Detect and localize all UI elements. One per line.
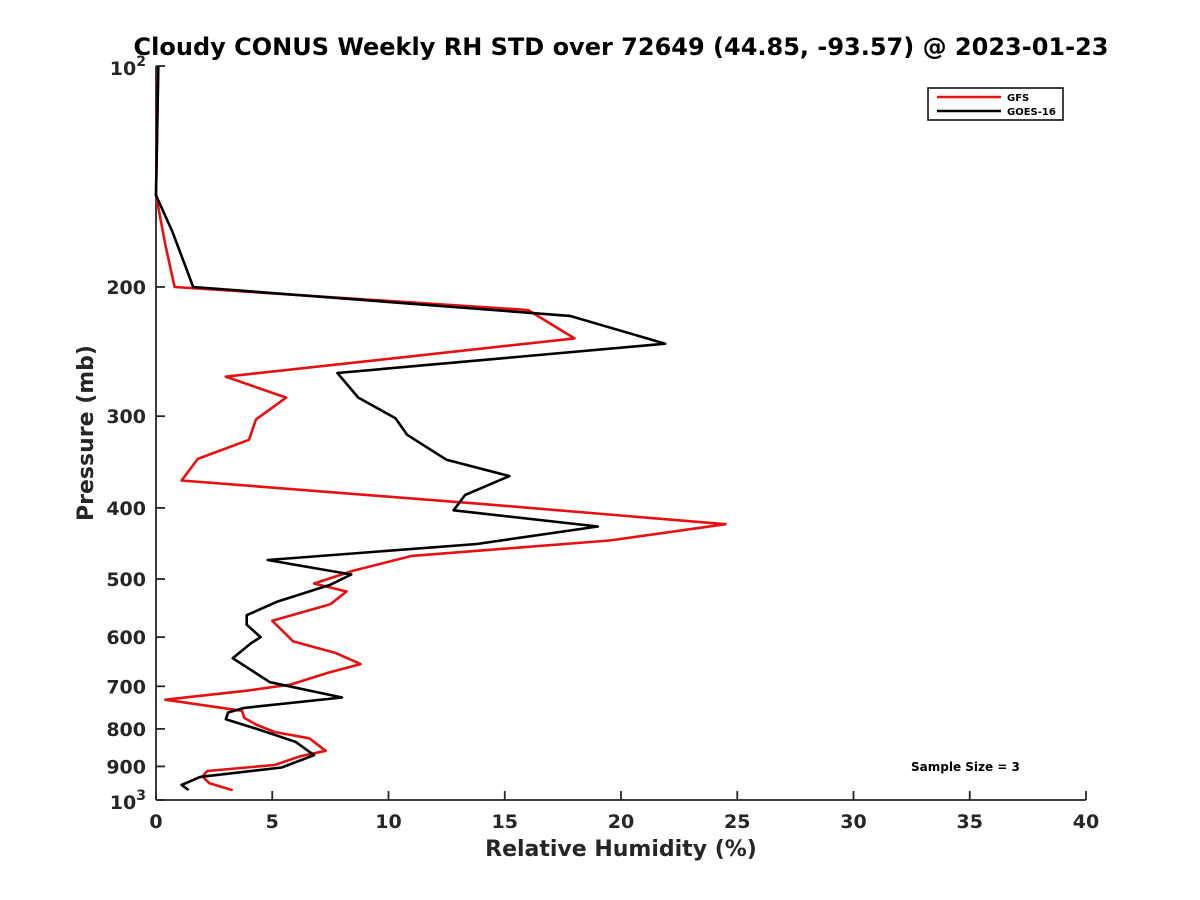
legend-label: GOES-16 bbox=[1007, 107, 1056, 118]
y-tick-label: 900 bbox=[106, 756, 146, 778]
x-tick-label: 10 bbox=[375, 811, 401, 833]
y-ticks: 200 300 400 500 600 700 800 900 102 103 bbox=[106, 54, 165, 814]
series-line-goes-16 bbox=[154, 65, 667, 792]
x-axis-label: Relative Humidity (%) bbox=[485, 837, 757, 862]
chart-title: Cloudy CONUS Weekly RH STD over 72649 (4… bbox=[134, 33, 1109, 61]
y-tick-label: 700 bbox=[106, 676, 146, 698]
x-tick-label: 20 bbox=[608, 811, 634, 833]
y-tick-label: 200 bbox=[106, 277, 146, 299]
sample-size-annotation: Sample Size = 3 bbox=[911, 760, 1020, 774]
series-line-gfs bbox=[154, 65, 727, 792]
y-tick-label: 300 bbox=[106, 406, 146, 428]
x-tick-label: 15 bbox=[492, 811, 518, 833]
y-tick-label: 500 bbox=[106, 569, 146, 591]
x-tick-label: 35 bbox=[957, 811, 983, 833]
x-tick-label: 25 bbox=[724, 811, 750, 833]
x-tick-label: 5 bbox=[266, 811, 279, 833]
plot-area: 0 5 10 15 20 25 30 35 40 200 300 400 500 600 700 800 90… bbox=[106, 54, 1099, 833]
y-tick-label: 400 bbox=[106, 498, 146, 520]
x-tick-label: 0 bbox=[149, 811, 162, 833]
legend-entries: GFS GOES-16 bbox=[937, 93, 1056, 118]
legend-box bbox=[927, 87, 1064, 121]
x-ticks: 0 5 10 15 20 25 30 35 40 bbox=[149, 791, 1099, 833]
legend-label: GFS bbox=[1007, 93, 1029, 104]
y-axis-label: Pressure (mb) bbox=[74, 345, 99, 521]
series-layer bbox=[154, 65, 727, 792]
x-tick-label: 30 bbox=[840, 811, 866, 833]
y-tick-label: 800 bbox=[106, 719, 146, 741]
y-tick-label: 600 bbox=[106, 627, 146, 649]
legend: GFS GOES-16 bbox=[927, 87, 1064, 121]
x-tick-label: 40 bbox=[1073, 811, 1099, 833]
y-tick-label: 103 bbox=[110, 788, 146, 814]
y-tick-label: 102 bbox=[110, 54, 146, 80]
